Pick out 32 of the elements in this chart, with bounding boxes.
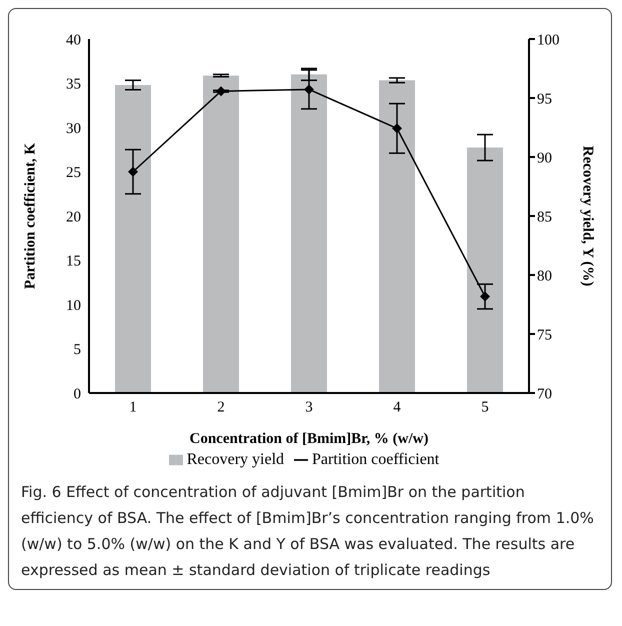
x-tick-label: 1	[129, 400, 137, 416]
y2-tick-label: 95	[537, 91, 552, 108]
y-tick-label: 10	[66, 298, 81, 314]
y2-axis-title: Recovery yield, Y (%)	[580, 146, 596, 286]
y-tick-label: 25	[66, 165, 81, 182]
legend-label: Partition coefficient	[312, 451, 440, 468]
x-tick-label: 4	[393, 400, 402, 416]
legend-label: Recovery yield	[186, 451, 284, 468]
y-tick-label: 35	[66, 76, 81, 93]
y2-tick-label: 80	[537, 268, 552, 284]
point	[128, 166, 138, 177]
y-tick-label: 5	[74, 342, 81, 358]
caption: Fig. 6 Effect of concentration of adjuvant [Bmim]Br on the partition efficiency of BSA. The effect of [Bmim]Br’s concentration ranging from 1.0% (w/w) to 5.0% (w/w) on the K and Y of BSA was evaluated. The results are expressed as mean ± standard deviation of triplicate readings	[20, 482, 595, 581]
x-tick-label: 3	[305, 400, 313, 416]
y2-tick-label: 90	[537, 150, 552, 166]
y-axis-title: Partition coefficient, K	[22, 142, 38, 290]
y-tick-label: 40	[66, 32, 81, 48]
point	[480, 292, 490, 302]
x-tick-label: 2	[217, 400, 225, 416]
y-tick-label: 15	[66, 254, 81, 270]
x-axis-title: Concentration of [Bmim]Br, % (w/w)	[190, 431, 428, 447]
y2-tick-label: 100	[537, 32, 560, 48]
y-tick-label: 20	[66, 209, 81, 226]
y-tick-label: 30	[66, 120, 81, 137]
y-tick-label: 0	[74, 386, 81, 402]
point	[304, 84, 314, 94]
y2-tick-label: 85	[537, 209, 552, 226]
y2-tick-label: 70	[537, 386, 552, 402]
point	[392, 123, 402, 134]
y2-tick-label: 75	[537, 327, 552, 344]
x-tick-label: 5	[481, 400, 489, 416]
point	[216, 86, 226, 96]
